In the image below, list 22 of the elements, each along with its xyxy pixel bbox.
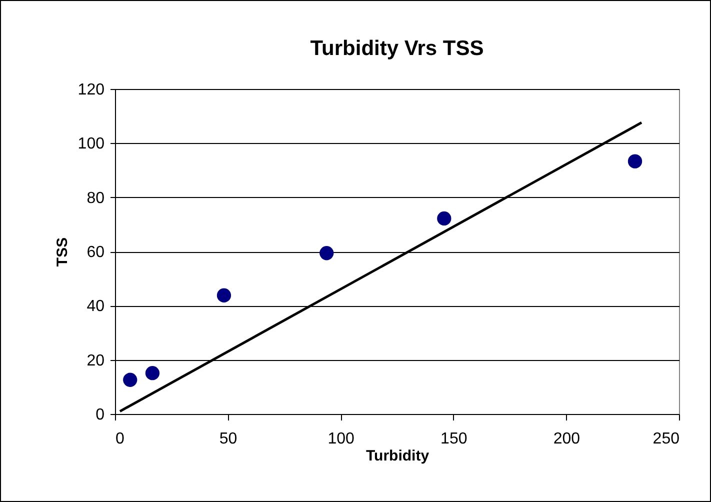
point — [145, 366, 160, 380]
y-axis-title: TSS — [54, 237, 71, 267]
y-tick-label: 80 — [86, 190, 105, 207]
x-tick-label: 150 — [440, 430, 468, 448]
x-tick-label: 0 — [116, 430, 124, 448]
point — [123, 372, 138, 387]
point — [320, 246, 334, 260]
x-axis-title: Turbidity — [366, 448, 430, 464]
point — [628, 154, 642, 168]
point — [437, 211, 452, 226]
y-tick-label: 0 — [96, 406, 105, 424]
point — [216, 288, 232, 302]
x-tick-label: 100 — [328, 430, 355, 448]
y-tick-label: 20 — [86, 352, 105, 370]
y-tick-label: 40 — [86, 298, 105, 316]
y-tick-label: 120 — [78, 82, 105, 98]
x-tick-label: 200 — [553, 430, 580, 448]
x-tick-label: 50 — [219, 430, 238, 448]
chart-title: Turbidity Vrs TSS — [310, 37, 484, 60]
y-tick-label: 60 — [86, 244, 105, 261]
y-tick-label: 100 — [78, 136, 105, 153]
x-tick-label: 250 — [652, 430, 680, 448]
